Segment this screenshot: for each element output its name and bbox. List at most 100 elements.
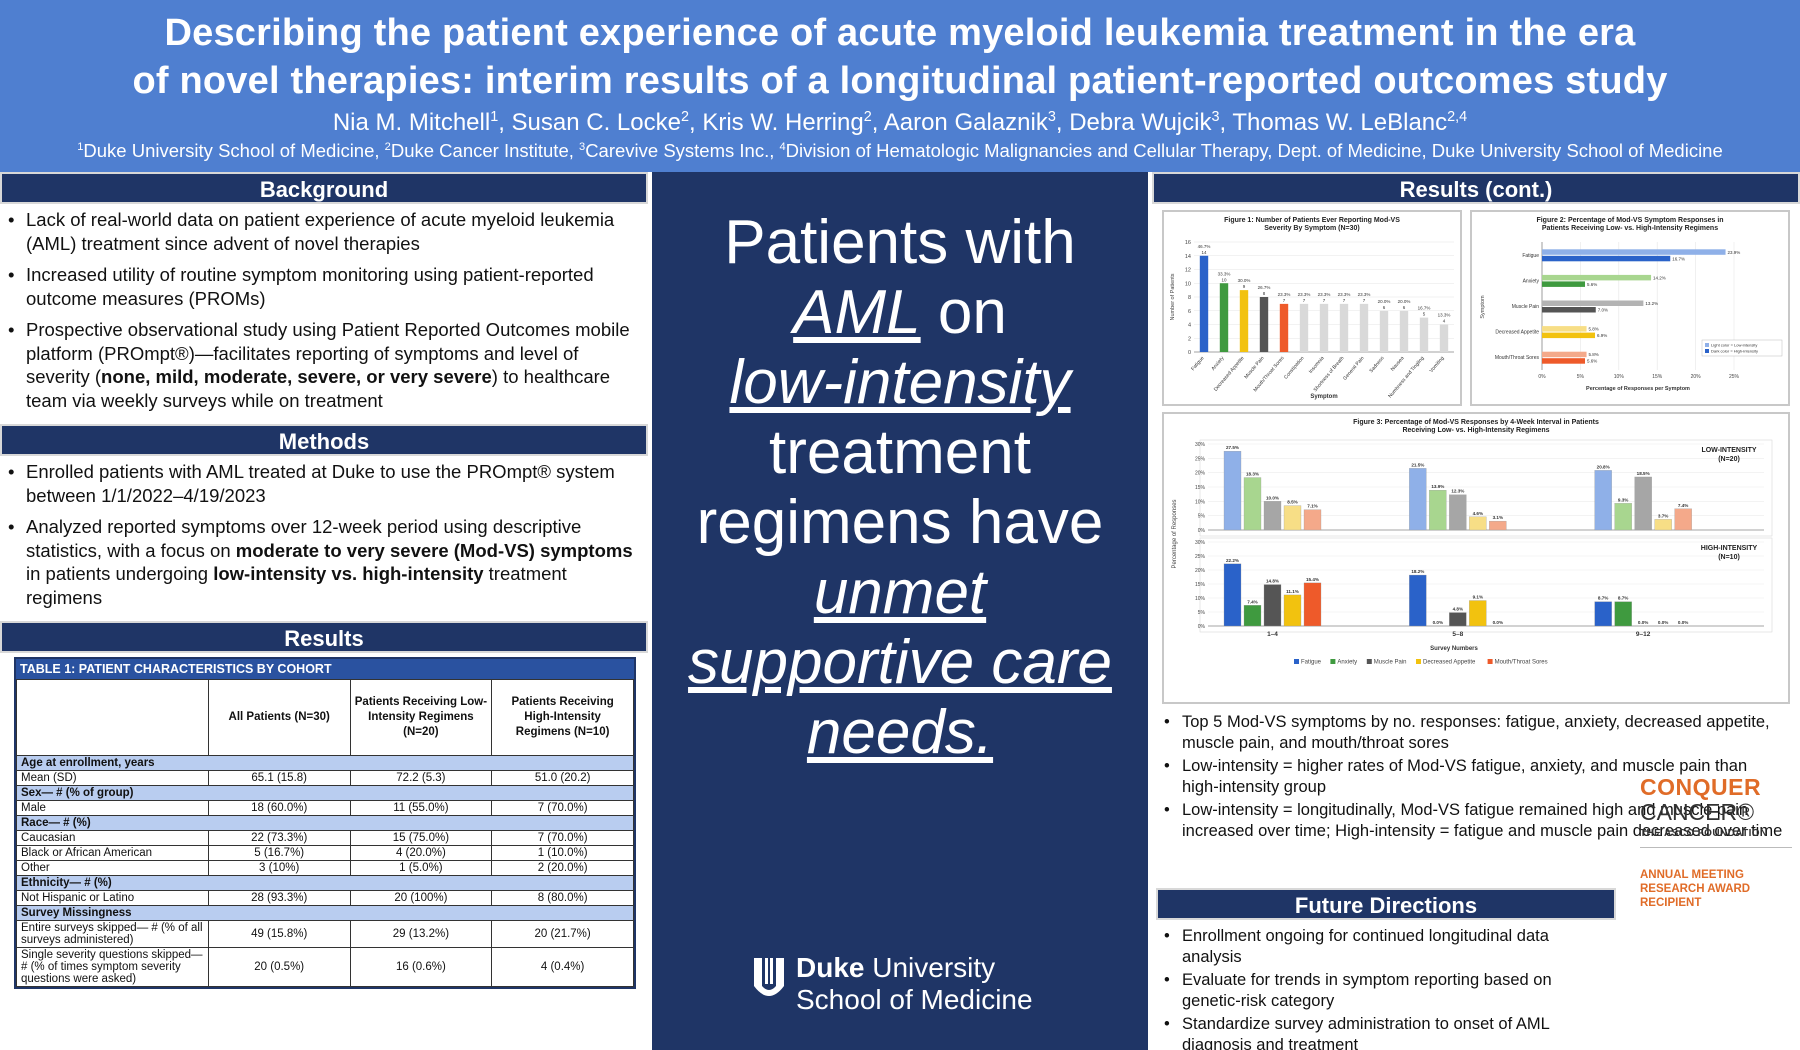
bar-value-label: 4 xyxy=(1443,319,1446,324)
bar xyxy=(1542,351,1587,358)
bar xyxy=(1319,303,1329,352)
author-5: Debra Wujcik3 xyxy=(1069,109,1219,136)
table-row: Black or African American 5 (16.7%) 4 (20.… xyxy=(16,845,634,861)
table-row: Entire surveys skipped— # (% of all surv… xyxy=(16,920,634,948)
bar xyxy=(1303,582,1322,627)
table-cell: 16 (0.6%) xyxy=(349,947,493,987)
bar xyxy=(1219,283,1229,352)
bar-value-label: 6 xyxy=(1403,305,1406,310)
bar xyxy=(1542,307,1596,313)
bar-value-label: 18.3% xyxy=(1246,472,1259,477)
y-tick-label: 0% xyxy=(1198,528,1206,534)
y-axis-label: Symptom xyxy=(1480,295,1486,319)
x-tick-label: Vomiting xyxy=(1429,355,1446,374)
bar-pct-label: 23.3% xyxy=(1318,292,1331,297)
duke-logo-line-2: School of Medicine xyxy=(796,984,1033,1015)
legend-label: Light color = Low-intensity xyxy=(1711,343,1757,348)
bar xyxy=(1379,310,1389,352)
key-message-line-1: Patients with xyxy=(724,208,1076,277)
bar-value-label: 14.8% xyxy=(1266,579,1279,584)
y-tick-label: 15% xyxy=(1195,485,1206,491)
y-tick-label: 12 xyxy=(1185,268,1191,274)
table-cell: 2 (20.0%) xyxy=(491,860,634,876)
bar-value-label: 12.3% xyxy=(1451,489,1464,494)
bar xyxy=(1223,451,1242,531)
table-cell: 5 (16.7%) xyxy=(207,845,351,861)
background-bullet-2: Increased utility of routine symptom mon… xyxy=(8,263,638,310)
author-sup: 3 xyxy=(1047,109,1056,125)
table-group-label: Race— # (%) xyxy=(16,815,634,831)
bar xyxy=(1594,601,1612,627)
panel-frame xyxy=(1199,439,1773,537)
bar xyxy=(1489,520,1507,531)
methods-heading: Methods xyxy=(0,424,648,456)
table-group-label: Age at enrollment, years xyxy=(16,755,634,771)
table-row: Single severity questions skipped— # (% … xyxy=(16,947,634,987)
duke-logo-bold: Duke xyxy=(796,952,865,983)
right-column: Results (cont.) Figure 1: Number of Pati… xyxy=(1152,172,1800,1050)
bar-value-label: 27.5% xyxy=(1226,445,1239,450)
key-message-line-4: treatment xyxy=(769,418,1031,487)
bar xyxy=(1339,303,1349,352)
bar-value-label: 8 xyxy=(1263,291,1266,296)
affiliation-sup: 1 xyxy=(77,140,84,153)
bar-value-label: 20.8% xyxy=(1597,464,1610,469)
table-row-label: Male xyxy=(16,800,209,816)
figure-3-title: Figure 3: Percentage of Mod-VS Responses… xyxy=(1353,419,1599,434)
table-group-row: Age at enrollment, years xyxy=(16,755,634,771)
bar xyxy=(1303,509,1322,531)
table-header-high: Patients Receiving High-Intensity Regime… xyxy=(491,679,634,756)
author-sup: 1 xyxy=(490,109,499,125)
table-group-row: Ethnicity— # (%) xyxy=(16,875,634,891)
table-title: TABLE 1: PATIENT CHARACTERISTICS BY COHO… xyxy=(16,659,634,679)
patient-characteristics-table: TABLE 1: PATIENT CHARACTERISTICS BY COHO… xyxy=(14,657,636,989)
y-tick-label: 14 xyxy=(1185,254,1191,260)
bar xyxy=(1469,516,1487,531)
bar-pct-label: 23.3% xyxy=(1298,292,1311,297)
bar xyxy=(1283,594,1302,627)
y-axis-label: Percentage of Responses xyxy=(1172,499,1178,568)
bar-value-label: 18.2% xyxy=(1411,569,1424,574)
bar-value-label: 0.0% xyxy=(1638,620,1648,625)
bar xyxy=(1259,297,1269,352)
bar-value-label: 16.7% xyxy=(1672,256,1685,261)
bar-value-label: 4.6% xyxy=(1473,511,1483,516)
methods-bullet-2-pre: Analyzed reported symptoms over 12-week … xyxy=(26,516,582,561)
table-cell: 18 (60.0%) xyxy=(207,800,351,816)
conquer-divider xyxy=(1640,847,1792,848)
bar xyxy=(1674,508,1692,531)
background-bullet-3-bold: none, mild, moderate, severe, or very se… xyxy=(101,366,492,387)
bar-value-label: 5.8% xyxy=(1589,352,1599,357)
background-bullet-3-pre: Prospective observational study using Pa… xyxy=(26,319,630,387)
author-name: Aaron Galaznik xyxy=(883,109,1048,136)
bar-pct-label: 16.7% xyxy=(1418,306,1431,311)
category-label: Anxiety xyxy=(1523,278,1540,284)
x-tick-label: Numbness and Tingling xyxy=(1387,355,1425,399)
duke-logo-line-1: Duke University xyxy=(796,952,995,984)
table-group-row: Sex— # (% of group) xyxy=(16,785,634,801)
table-cell: 22 (73.3%) xyxy=(207,830,351,846)
bar xyxy=(1409,468,1427,531)
x-tick-label: 9–12 xyxy=(1636,631,1651,638)
legend-label: Dark color = High-intensity xyxy=(1711,349,1758,354)
y-tick-label: 8 xyxy=(1188,295,1191,301)
panel-label: HIGH-INTENSITY (N=10) xyxy=(1701,545,1758,561)
award-badge: ANNUAL MEETING RESEARCH AWARD RECIPIENT xyxy=(1640,868,1792,910)
background-bullet-3: Prospective observational study using Pa… xyxy=(8,318,638,412)
table-row: Not Hispanic or Latino 28 (93.3%) 20 (100%… xyxy=(16,890,634,906)
y-tick-label: 30% xyxy=(1195,442,1206,448)
x-tick-label: 20% xyxy=(1691,374,1702,380)
title-line-1: Describing the patient experience of acu… xyxy=(164,12,1636,54)
duke-logo: Duke University School of Medicine xyxy=(752,952,1072,1032)
affiliation-4: Division of Hematologic Malignancies and… xyxy=(785,140,1723,161)
bar-value-label: 7.4% xyxy=(1247,599,1257,604)
table-row: Caucasian 22 (73.3%) 15 (75.0%) 7 (70.0%) xyxy=(16,830,634,846)
legend-label: Fatigue xyxy=(1301,660,1322,666)
table-group-label: Survey Missingness xyxy=(16,905,634,921)
bar xyxy=(1429,490,1447,531)
table-row-label: Single severity questions skipped— # (% … xyxy=(16,947,209,987)
legend-swatch xyxy=(1366,659,1372,664)
category-label: Decreased Appetite xyxy=(1495,330,1539,336)
duke-logo-rest: University xyxy=(864,952,996,983)
y-tick-label: 10% xyxy=(1195,499,1206,505)
